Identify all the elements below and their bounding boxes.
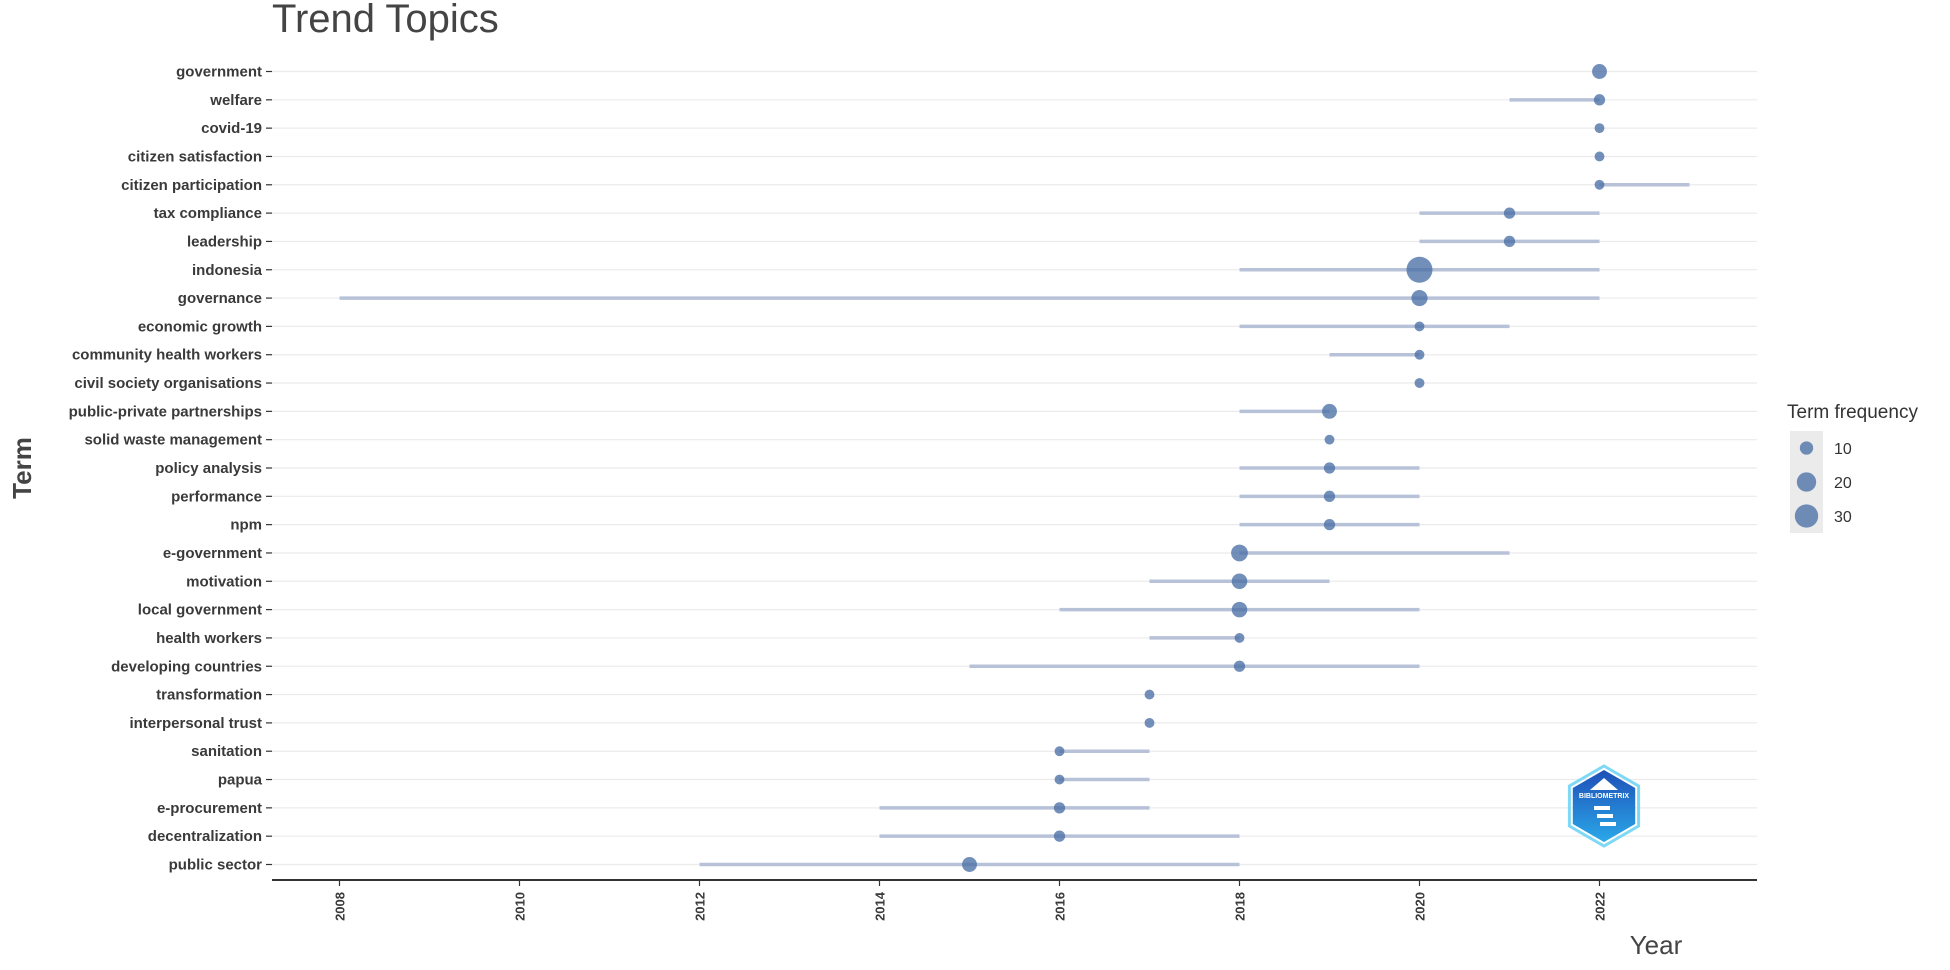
legend-label: 30 <box>1834 509 1852 526</box>
grid-layer <box>272 70 1757 866</box>
y-tick-label: sanitation <box>191 743 262 760</box>
y-tick-label: policy analysis <box>155 460 262 477</box>
logo-bar <box>1594 806 1610 810</box>
legend-label: 10 <box>1834 441 1852 458</box>
chart-title: Trend Topics <box>272 0 499 41</box>
logo-text: BIBLIOMETRIX <box>1579 793 1629 800</box>
term-point <box>1231 601 1248 618</box>
term-point <box>1406 256 1433 283</box>
x-tick-label: 2022 <box>1593 892 1608 921</box>
legend-key-point <box>1794 504 1819 528</box>
y-tick-label: welfare <box>209 92 262 109</box>
y-axis-title: Term <box>7 437 37 499</box>
term-point <box>1411 289 1428 307</box>
y-tick-labels: government welfare covid-19 citizen satisfa… <box>69 64 272 874</box>
legend-key-point <box>1799 441 1814 455</box>
x-tick-label: 2020 <box>1413 892 1428 921</box>
x-tick-label: 2012 <box>693 892 708 921</box>
y-tick-label: papua <box>218 772 263 789</box>
x-tick-label: 2014 <box>873 891 888 921</box>
y-tick-label: npm <box>230 517 262 534</box>
term-point <box>1414 349 1425 360</box>
term-point <box>1053 830 1066 842</box>
term-point <box>1144 689 1155 700</box>
y-tick-label: leadership <box>187 233 262 250</box>
term-point <box>1322 403 1337 419</box>
y-tick-label: health workers <box>156 630 262 647</box>
size-legend: Term frequency 10 20 30 <box>1787 402 1918 533</box>
term-point <box>1414 378 1425 388</box>
y-tick-label: interpersonal trust <box>129 715 262 732</box>
term-point <box>1414 321 1425 332</box>
term-point <box>1323 518 1336 531</box>
y-tick-label: covid-19 <box>201 120 262 137</box>
y-tick-label: e-government <box>163 545 262 562</box>
logo-outer-hexagon <box>1567 764 1641 848</box>
y-tick-label: tax compliance <box>154 205 262 222</box>
y-tick-label: economic growth <box>138 318 262 335</box>
term-point <box>1231 544 1248 562</box>
bibliometrix-logo: BIBLIOMETRIX <box>1567 764 1641 848</box>
logo-bar <box>1600 822 1616 826</box>
x-tick-labels: 2008 2010 2012 2014 2016 2018 2020 2022 <box>333 880 1608 921</box>
term-point <box>1592 64 1607 79</box>
segment-layer <box>339 98 1690 867</box>
y-tick-label: performance <box>171 488 262 505</box>
term-point <box>1594 151 1605 162</box>
y-tick-label: citizen satisfaction <box>128 148 262 165</box>
y-tick-label: indonesia <box>192 262 263 279</box>
y-tick-label: community health workers <box>72 347 262 364</box>
term-point <box>1503 235 1516 248</box>
legend-title: Term frequency <box>1787 402 1918 423</box>
y-tick-label: civil society organisations <box>74 375 262 392</box>
term-point <box>1594 123 1605 134</box>
term-point <box>1234 632 1245 643</box>
point-layer <box>962 64 1607 872</box>
logo-bar <box>1597 814 1613 818</box>
y-tick-label: transformation <box>156 687 262 704</box>
y-tick-label: solid waste management <box>84 432 262 449</box>
y-tick-label: motivation <box>186 573 262 590</box>
y-tick-label: local government <box>138 602 262 619</box>
x-axis-title: Year <box>1630 930 1683 960</box>
y-tick-label: citizen participation <box>121 177 262 194</box>
y-tick-label: decentralization <box>148 828 262 845</box>
term-point <box>1054 746 1065 757</box>
term-point <box>1231 573 1248 590</box>
y-tick-label: government <box>176 64 262 81</box>
logo-roof-icon <box>1590 778 1618 790</box>
term-point <box>1233 660 1246 672</box>
y-tick-label: governance <box>178 290 262 307</box>
x-tick-label: 2010 <box>513 892 528 921</box>
term-point <box>1323 462 1336 474</box>
term-point <box>1054 774 1065 785</box>
term-point <box>1144 717 1155 728</box>
x-tick-label: 2018 <box>1233 892 1248 921</box>
y-tick-label: e-procurement <box>157 800 262 817</box>
y-tick-label: developing countries <box>111 658 262 675</box>
term-point <box>1594 179 1605 190</box>
term-point <box>1053 802 1066 814</box>
term-point <box>962 857 977 872</box>
y-tick-label: public-private partnerships <box>69 403 262 420</box>
term-point <box>1323 490 1336 502</box>
term-point <box>1324 434 1335 445</box>
x-tick-label: 2016 <box>1053 892 1068 921</box>
x-tick-label: 2008 <box>333 892 348 921</box>
y-tick-label: public sector <box>169 857 263 874</box>
legend-label: 20 <box>1834 475 1852 492</box>
term-point <box>1503 207 1516 219</box>
legend-key-point <box>1796 472 1817 492</box>
term-point <box>1593 94 1606 106</box>
